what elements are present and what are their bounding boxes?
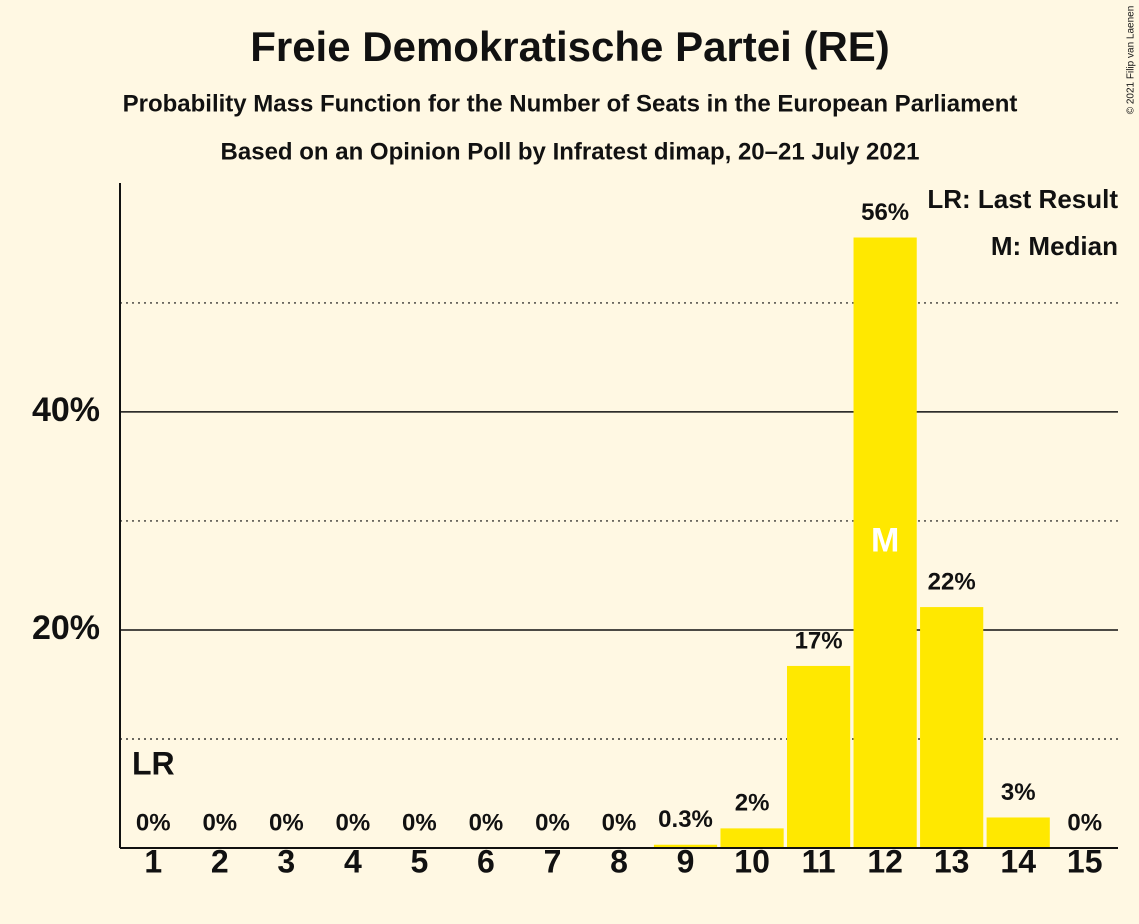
median-marker: M [871, 522, 899, 560]
x-tick-label: 10 [734, 843, 770, 879]
value-label: 22% [928, 568, 976, 595]
value-label: 0% [269, 809, 304, 836]
bar [920, 607, 984, 848]
value-label: 0% [535, 809, 570, 836]
legend-entry: LR: Last Result [927, 184, 1118, 214]
y-tick-label: 20% [32, 609, 100, 647]
value-label: 0% [602, 809, 637, 836]
value-label: 17% [795, 627, 843, 654]
x-tick-label: 5 [411, 843, 429, 879]
last-result-marker: LR [132, 745, 175, 781]
chart-subtitle: Probability Mass Function for the Number… [123, 90, 1018, 117]
value-label: 3% [1001, 779, 1036, 806]
x-tick-label: 6 [477, 843, 495, 879]
chart-subtitle: Based on an Opinion Poll by Infratest di… [221, 138, 920, 165]
bar [853, 237, 917, 849]
value-label: 0.3% [658, 806, 713, 833]
x-tick-label: 11 [802, 843, 836, 879]
bar [720, 828, 784, 848]
x-tick-label: 2 [211, 843, 229, 879]
value-label: 0% [202, 809, 237, 836]
value-label: 0% [469, 809, 504, 836]
bar [986, 817, 1050, 848]
value-label: 0% [136, 809, 171, 836]
x-tick-label: 13 [934, 843, 970, 879]
x-tick-label: 15 [1067, 843, 1103, 879]
value-label: 0% [402, 809, 437, 836]
value-label: 0% [336, 809, 371, 836]
x-tick-label: 3 [277, 843, 295, 879]
copyright: © 2021 Filip van Laenen [1126, 6, 1137, 115]
chart-title: Freie Demokratische Partei (RE) [250, 23, 890, 70]
value-label: 56% [861, 199, 909, 226]
x-tick-label: 1 [144, 843, 162, 879]
legend-entry: M: Median [991, 231, 1118, 261]
y-tick-label: 40% [32, 391, 100, 429]
value-label: 2% [735, 790, 770, 817]
x-tick-label: 14 [1000, 843, 1036, 879]
x-tick-label: 9 [677, 843, 695, 879]
x-tick-label: 7 [544, 843, 562, 879]
x-tick-label: 8 [610, 843, 628, 879]
x-tick-label: 12 [867, 843, 903, 879]
bar [653, 844, 718, 848]
x-tick-label: 4 [344, 843, 362, 879]
value-label: 0% [1067, 809, 1102, 836]
bar [786, 665, 851, 848]
